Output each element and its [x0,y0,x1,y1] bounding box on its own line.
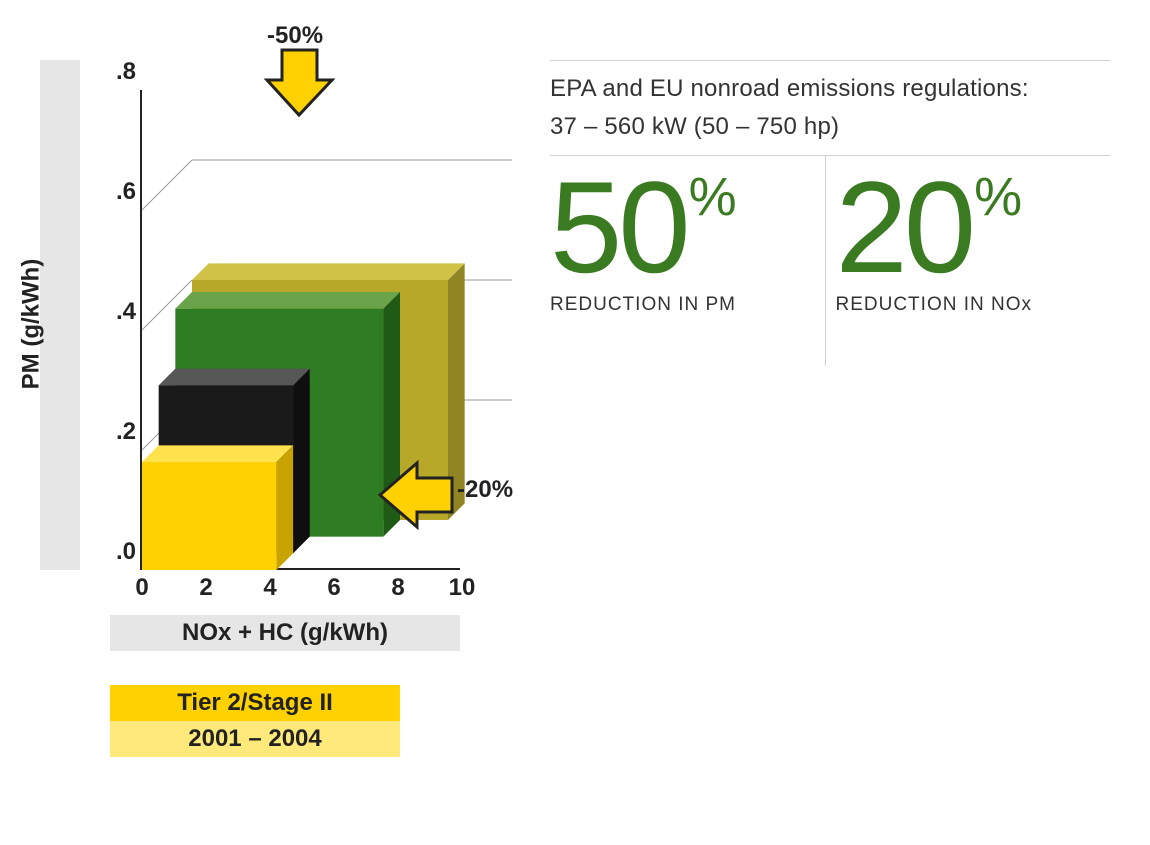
x-axis-label: NOx + HC (g/kWh) [110,615,460,651]
stat-nox-value: 20 % [836,162,1111,292]
legend-row-1: Tier 2/Stage II [110,685,400,721]
legend: Tier 2/Stage II 2001 – 2004 [110,685,400,757]
info-title-2: 37 – 560 kW (50 – 750 hp) [550,113,1110,141]
stat-pm-caption: REDUCTION IN PM [550,294,825,316]
divider [550,60,1110,61]
info-panel: EPA and EU nonroad emissions regulations… [520,60,1110,366]
emissions-chart: PM (g/kWh) .0 .2 .4 .6 .8 0 2 4 6 8 10 -… [40,60,520,366]
legend-row-2: 2001 – 2004 [110,721,400,757]
x-tick: 10 [449,574,476,602]
arrow-top-label: -50% [267,22,323,50]
y-tick: .6 [102,178,136,206]
arrow-left-icon [372,460,452,530]
x-tick: 8 [391,574,404,602]
info-title-1: EPA and EU nonroad emissions regulations… [550,75,1110,103]
stat-nox: 20 % REDUCTION IN NOx [836,156,1111,366]
arrow-down-icon [262,50,332,130]
percent-icon: % [974,170,1022,224]
stats-row: 50 % REDUCTION IN PM 20 % REDUCTION IN N… [550,156,1110,366]
y-axis-band [40,60,80,570]
plot-area: .0 .2 .4 .6 .8 0 2 4 6 8 10 -50% -20% [140,90,460,570]
arrow-right-label: -20% [457,476,513,504]
y-tick: .4 [102,298,136,326]
stat-divider [825,156,826,366]
stat-nox-caption: REDUCTION IN NOx [836,294,1111,316]
stat-pm-value: 50 % [550,162,825,292]
stat-nox-number: 20 [836,162,973,292]
x-tick: 4 [263,574,276,602]
y-tick: .8 [102,58,136,86]
stat-pm-number: 50 [550,162,687,292]
stat-pm: 50 % REDUCTION IN PM [550,156,825,366]
percent-icon: % [689,170,737,224]
x-tick: 0 [135,574,148,602]
y-tick: .0 [102,538,136,566]
y-tick: .2 [102,418,136,446]
x-tick: 2 [199,574,212,602]
x-tick: 6 [327,574,340,602]
y-axis-label: PM (g/kWh) [17,259,45,390]
